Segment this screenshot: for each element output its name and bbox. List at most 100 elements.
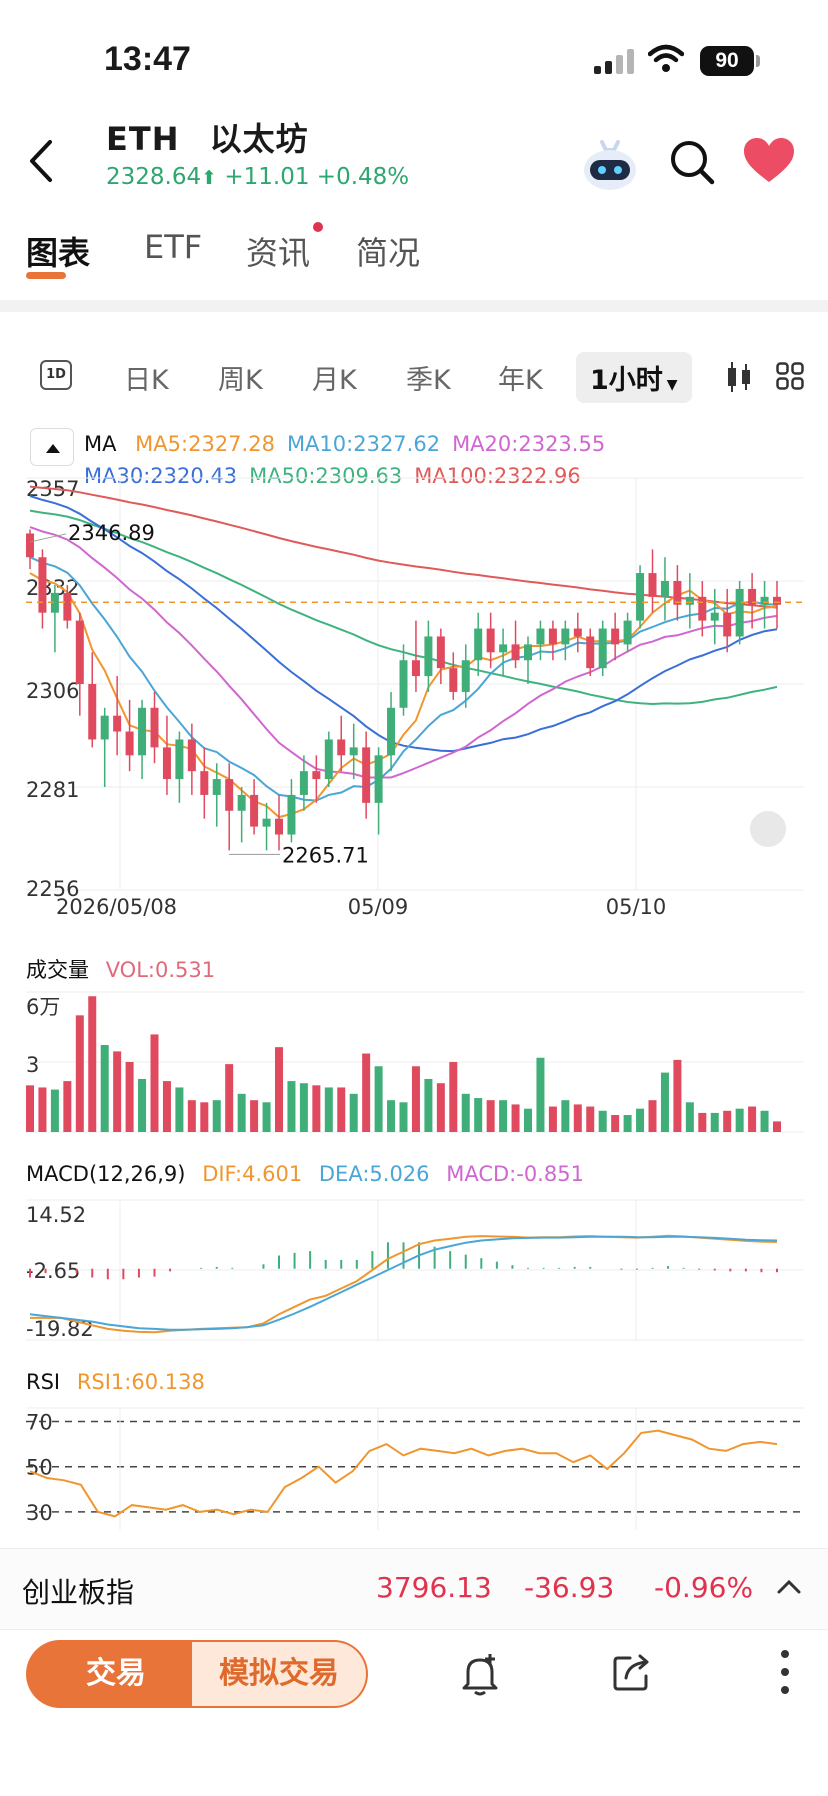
candle-body <box>623 620 632 645</box>
price-alert-bell-icon[interactable] <box>460 1652 500 1696</box>
volume-bar <box>499 1100 508 1132</box>
dropdown-caret-icon: ▼ <box>666 377 678 393</box>
candle-body <box>287 794 296 835</box>
candle-body <box>374 755 383 803</box>
volume-bar <box>50 1089 59 1132</box>
header: ETH 以太坊 2328.64⬆ +11.01 +0.48% <box>0 100 828 210</box>
volume-bar <box>623 1115 632 1132</box>
volume-bar <box>424 1078 433 1132</box>
candle-body <box>636 573 645 621</box>
coin-change: +11.01 <box>224 164 310 190</box>
tab-profile[interactable]: 简况 <box>356 234 421 272</box>
candle-body <box>299 771 308 795</box>
period-1hour[interactable]: 1小时 ▼ <box>576 352 692 403</box>
grid-layout-icon[interactable] <box>776 362 804 390</box>
candle-body <box>125 731 134 756</box>
candle-body <box>275 818 283 835</box>
candle-body <box>424 636 433 677</box>
period-month[interactable]: 月K <box>312 365 357 396</box>
ai-robot-icon[interactable] <box>580 136 640 192</box>
tab-news[interactable]: 资讯 <box>246 234 311 272</box>
volume-bar <box>685 1102 694 1132</box>
candle-body <box>660 581 669 597</box>
candle-body <box>225 779 234 811</box>
price-y-tick: 2281 <box>26 778 79 802</box>
volume-bar <box>436 1083 445 1132</box>
volume-bar <box>486 1100 495 1132</box>
price-chart[interactable]: 235723322306228122562346.892265.712026/0… <box>0 460 828 1550</box>
volume-bar <box>773 1121 781 1132</box>
up-arrow-icon: ⬆ <box>201 167 218 189</box>
period-1d-icon[interactable]: 1D <box>40 360 72 390</box>
volume-bar <box>287 1081 296 1132</box>
rsi-y-tick: 70 <box>26 1411 53 1435</box>
ma-legend-item-row1-0: MA5:2327.28 <box>135 432 275 456</box>
candle-body <box>461 660 470 692</box>
ma-collapse-button[interactable] <box>30 428 74 466</box>
period-quarter[interactable]: 季K <box>406 365 451 396</box>
volume-bar <box>511 1104 520 1132</box>
volume-bar <box>237 1093 246 1132</box>
coin-change-pct: +0.48% <box>316 164 410 190</box>
tab-chart[interactable]: 图表 <box>26 234 91 272</box>
volume-bar <box>673 1059 682 1132</box>
more-options-icon[interactable] <box>778 1648 792 1696</box>
volume-bar <box>524 1108 532 1132</box>
volume-bar <box>26 1085 34 1132</box>
volume-bar <box>573 1104 582 1132</box>
candle-body <box>524 644 532 661</box>
candle-body <box>150 707 159 748</box>
candle-body <box>50 592 59 613</box>
ma-legend-item-row1-2: MA20:2323.55 <box>452 432 606 456</box>
coin-price: 2328.64 <box>106 164 202 190</box>
candle-body <box>449 668 458 692</box>
period-week[interactable]: 周K <box>218 365 263 396</box>
wifi-icon <box>648 44 684 72</box>
volume-bar <box>337 1087 346 1132</box>
volume-bar <box>735 1108 744 1132</box>
candle-body <box>175 739 184 780</box>
period-year[interactable]: 年K <box>498 365 543 396</box>
volume-bar <box>175 1087 184 1132</box>
back-arrow-icon[interactable] <box>22 136 62 186</box>
ma-legend-item-row1-1: MA10:2327.62 <box>286 432 441 456</box>
candle-body <box>698 596 707 621</box>
candle-body <box>312 771 321 780</box>
candle-body <box>760 596 769 605</box>
active-tab-indicator <box>26 272 66 279</box>
candle-body <box>561 628 570 645</box>
candle-body <box>536 628 545 645</box>
share-icon[interactable] <box>612 1652 652 1692</box>
candle-body <box>26 533 34 558</box>
candlestick-icon[interactable] <box>726 362 752 392</box>
volume-bar <box>374 1066 383 1132</box>
volume-bar <box>299 1083 308 1132</box>
candle-body <box>586 636 595 669</box>
macd-y-tick: -2.65 <box>26 1259 80 1283</box>
volume-bar <box>250 1100 259 1132</box>
candle-body <box>611 628 620 645</box>
ma-legend-item-row2-1: MA50:2309.63 <box>249 464 403 488</box>
volume-bar <box>474 1098 483 1132</box>
candle-body <box>138 707 147 756</box>
ma-label: MA <box>84 432 117 456</box>
chevron-up-icon[interactable] <box>776 1577 802 1597</box>
index-ticker[interactable]: 创业板指 3796.13 -36.93 -0.96% <box>0 1548 828 1630</box>
simulated-trade-button[interactable]: 模拟交易 <box>192 1640 368 1708</box>
volume-title: 成交量 <box>26 958 89 982</box>
coin-symbol: ETH <box>106 120 180 158</box>
search-icon[interactable] <box>668 138 716 186</box>
candle-body <box>648 573 657 597</box>
macd-dea-line <box>29 1235 778 1331</box>
candle-body <box>474 628 483 661</box>
rsi-value: RSI1:60.138 <box>76 1370 205 1394</box>
volume-bar <box>598 1110 607 1132</box>
trade-button[interactable]: 交易 <box>26 1640 206 1708</box>
volume-bar <box>461 1093 470 1132</box>
period-day[interactable]: 日K <box>124 365 169 396</box>
ma-legend-row1: MA MA5:2327.28 MA10:2327.62 MA20:2323.55 <box>84 432 617 456</box>
ma-legend-item-row2-0: MA30:2320.43 <box>84 464 238 488</box>
favorite-heart-icon[interactable] <box>742 136 796 186</box>
fullscreen-icon <box>750 811 786 847</box>
tab-etf[interactable]: ETF <box>144 228 203 266</box>
